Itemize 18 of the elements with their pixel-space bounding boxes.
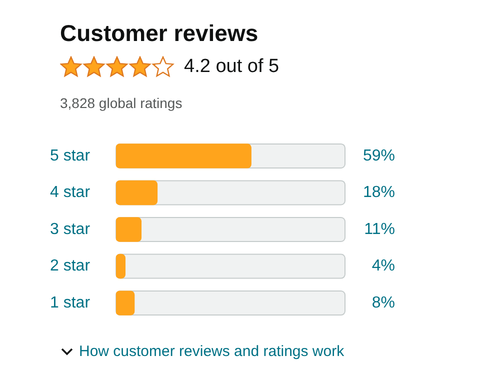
bar — [116, 180, 158, 206]
y-tick-label: 1 star — [50, 294, 91, 312]
data-label: 4% — [372, 258, 395, 275]
y-tick-label: 2 star — [50, 258, 91, 275]
data-label: 8% — [372, 294, 395, 312]
data-label: 59% — [362, 147, 395, 164]
y-tick-label: 3 star — [50, 220, 91, 238]
bar — [116, 217, 142, 242]
text: 3,828 global ratings — [60, 95, 182, 111]
chart-subtitle: 4.2 out of 5 — [184, 56, 280, 78]
bar — [116, 290, 135, 316]
data-label: 18% — [362, 184, 395, 202]
text: How customer reviews and ratings work — [79, 343, 344, 360]
chart-title: Customer reviews — [60, 20, 258, 47]
bar — [116, 254, 126, 279]
data-label: 11% — [364, 220, 395, 238]
y-tick-label: 5 star — [50, 147, 91, 164]
y-tick-label: 4 star — [50, 184, 91, 202]
